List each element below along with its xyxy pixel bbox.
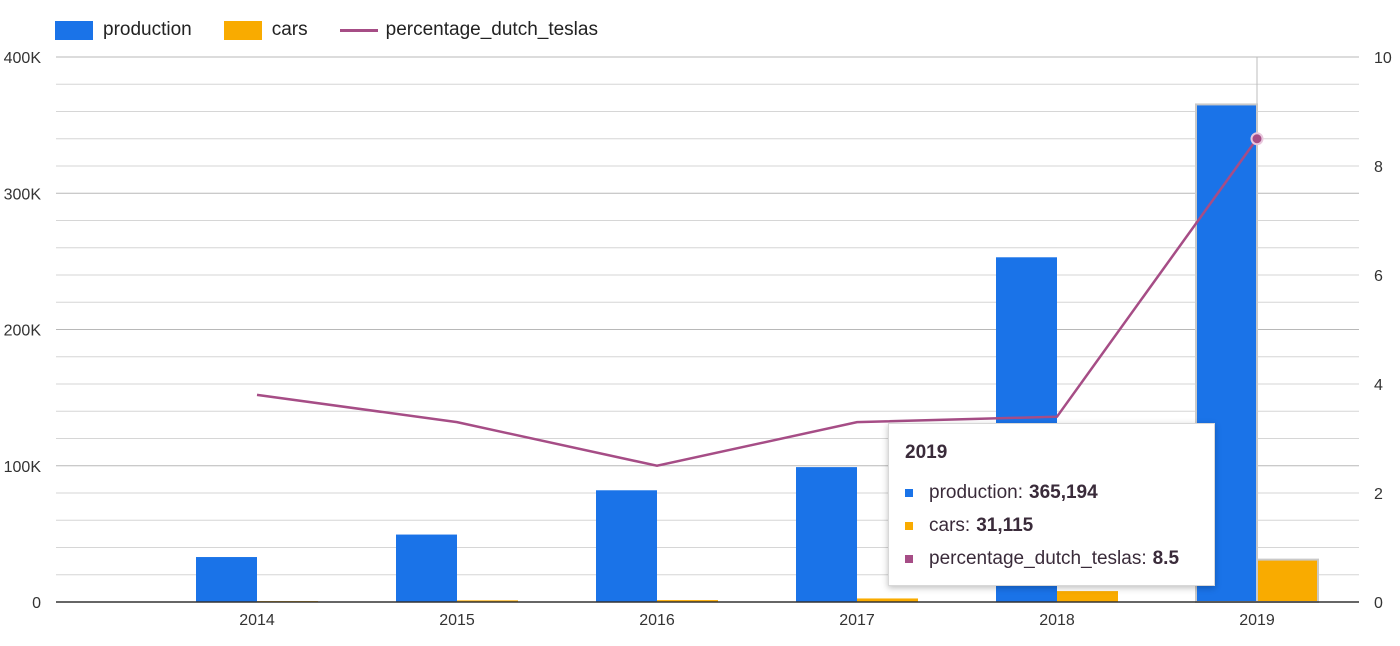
x-tick-label-2016: 2016 [639, 612, 675, 629]
y-left-tick-label: 100K [4, 459, 42, 476]
legend-swatch-production [55, 20, 93, 40]
y-right-tick-label: 8 [1374, 159, 1383, 176]
y-left-tick-label: 200K [4, 323, 42, 340]
y-right-tick-label: 2 [1374, 486, 1383, 503]
chart-legend: production cars percentage_dutch_teslas [55, 18, 630, 42]
x-tick-label-2015: 2015 [439, 612, 475, 629]
y-left-tick-label: 300K [4, 186, 42, 203]
tooltip-dot-cars [905, 522, 913, 530]
y-left-tick-label: 0 [32, 595, 41, 612]
line-percentage-dutch-teslas [256, 138, 1259, 468]
bar-production-2017 [796, 467, 857, 602]
tooltip-value-percentage-dutch-teslas: 8.5 [1152, 548, 1180, 569]
bar-cars-2019 [1256, 558, 1319, 604]
tooltip-label-cars: cars: [929, 515, 971, 536]
bar-production-2015 [396, 534, 457, 602]
bar-cars-2017 [857, 598, 918, 602]
x-tick-label-2018: 2018 [1039, 612, 1075, 629]
tooltip-row-production: production: 365,194 [905, 482, 1098, 504]
legend-swatch-percentage-dutch-teslas [339, 28, 378, 32]
tooltip-title: 2019 [905, 442, 948, 463]
tooltip-dot-percentage-dutch-teslas [905, 555, 913, 563]
legend-item-production[interactable]: production [55, 19, 192, 41]
legend-swatch-cars [223, 20, 262, 40]
x-tick-label-2014: 2014 [239, 612, 275, 629]
legend-label-production: production [103, 19, 192, 40]
tooltip-label-production: production: [929, 482, 1024, 503]
tooltip-value-cars: 31,115 [976, 515, 1034, 536]
y-right-tick-label: 10 [1374, 50, 1392, 67]
bar-cars-2016 [657, 600, 718, 602]
bar-cars-2015 [457, 600, 518, 602]
tooltip-row-cars: cars: 31,115 [905, 515, 1033, 537]
tooltip-dot-production [905, 489, 913, 497]
line-point-percentage-dutch-teslas-2019 [1250, 132, 1264, 146]
y-left-tick-label: 400K [4, 50, 42, 67]
y-right-tick-label: 6 [1374, 268, 1383, 285]
bar-production-2014 [196, 557, 257, 602]
y-right-tick-label: 0 [1374, 595, 1383, 612]
data-tooltip: 2019 production: 365,194 cars: 31,115 pe… [888, 423, 1215, 586]
bar-cars-2018 [1057, 591, 1118, 602]
tooltip-row-percentage-dutch-teslas: percentage_dutch_teslas: 8.5 [905, 548, 1179, 570]
legend-item-cars[interactable]: cars [223, 19, 308, 41]
legend-label-percentage-dutch-teslas: percentage_dutch_teslas [385, 19, 598, 40]
tooltip-label-percentage-dutch-teslas: percentage_dutch_teslas: [929, 548, 1147, 569]
tooltip-value-production: 365,194 [1029, 482, 1098, 503]
x-tick-label-2019: 2019 [1239, 612, 1275, 629]
x-tick-label-2017: 2017 [839, 612, 875, 629]
bar-production-2016 [596, 490, 657, 602]
y-right-tick-label: 4 [1374, 377, 1383, 394]
legend-label-cars: cars [271, 19, 308, 40]
legend-item-percentage-dutch-teslas[interactable]: percentage_dutch_teslas [339, 19, 598, 41]
